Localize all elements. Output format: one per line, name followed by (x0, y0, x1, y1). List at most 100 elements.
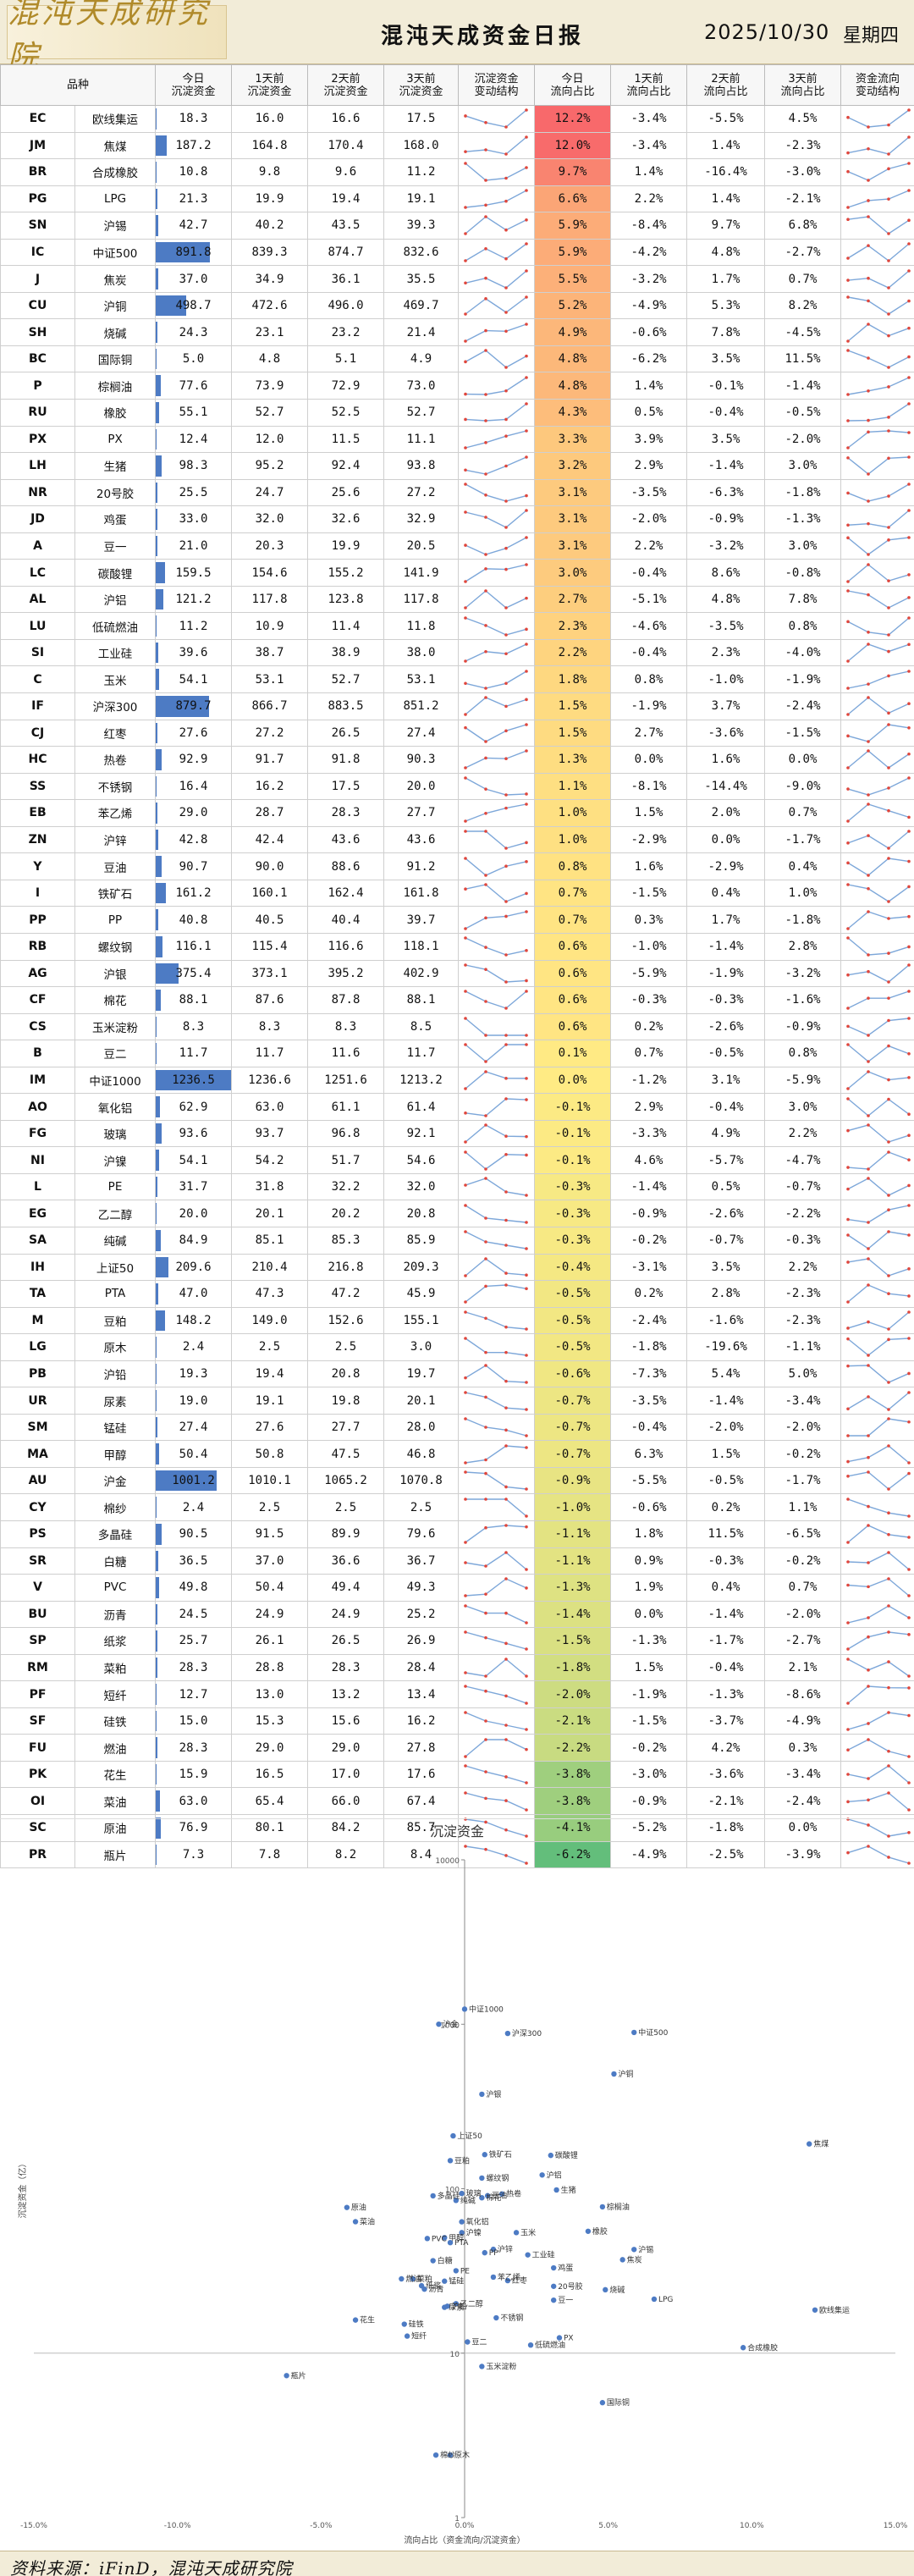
capital-today-value: 2.4 (182, 1500, 205, 1514)
flow-today: -0.7% (534, 1413, 612, 1442)
flow-today: 3.2% (534, 452, 612, 480)
product-name: PTA (74, 1280, 157, 1308)
scatter-point-label: 低硫燃油 (535, 2340, 565, 2350)
flow-2d: -0.4% (686, 1093, 766, 1121)
flow-1d: 1.8% (610, 1520, 688, 1548)
capital-2d: 40.4 (307, 906, 385, 934)
flow-trend (840, 425, 914, 454)
flow-sparkline (846, 322, 911, 343)
flow-trend (840, 452, 914, 480)
capital-sparkline (464, 1310, 528, 1331)
spark-point (907, 1157, 911, 1161)
flow-sparkline (846, 856, 911, 877)
flow-1d-value: 2.9% (634, 1100, 663, 1114)
spark-point (484, 650, 487, 654)
table-row: AO 氧化铝 62.9 63.0 61.1 61.4 -0.1% 2.9% -0.4% 3.0% (0, 1093, 914, 1121)
capital-3d-value: 402.9 (403, 966, 439, 980)
table-row: PR 瓶片 7.3 7.8 8.2 8.4 -6.2% -4.9% -2.5% -3.9% (0, 1840, 914, 1869)
flow-trend (840, 158, 914, 186)
spark-point (887, 1749, 890, 1753)
spark-point (867, 1585, 870, 1589)
capital-2d: 8.2 (307, 1840, 385, 1869)
flow-trend (840, 1653, 914, 1682)
spark-point (846, 392, 850, 396)
flow-1d: 2.9% (610, 452, 688, 480)
capital-bar (156, 1710, 157, 1732)
capital-1d: 32.0 (231, 505, 309, 533)
capital-3d: 3.0 (383, 1333, 460, 1361)
product-name-value: 豆一 (103, 541, 127, 555)
capital-2d: 72.9 (307, 372, 385, 400)
table-row: I 铁矿石 161.2 160.1 162.4 161.8 0.7% -1.5% 0.4% 1.0… (0, 879, 914, 907)
capital-today-value: 39.6 (179, 646, 208, 660)
capital-sparkline (464, 1630, 528, 1652)
spark-point (504, 1325, 508, 1329)
table-row: SI 工业硅 39.6 38.7 38.9 38.0 2.2% -0.4% 2.3% -4.0% (0, 638, 914, 667)
table-row: PB 沪铅 19.3 19.4 20.8 19.7 -0.6% -7.3% 5.4% 5.0% (0, 1360, 914, 1388)
product-code-value: LH (29, 459, 47, 473)
capital-3d-value: 17.5 (406, 112, 436, 126)
capital-3d-value: 1070.8 (399, 1474, 443, 1488)
capital-sparkline (464, 1417, 528, 1437)
capital-1d: 85.1 (231, 1226, 309, 1255)
scatter-point-label: 上证50 (457, 2132, 482, 2141)
spark-point (525, 749, 528, 753)
capital-today: 98.3 (155, 452, 233, 480)
capital-today-value: 116.1 (175, 940, 212, 954)
spark-point (484, 1034, 487, 1037)
flow-today-value: 0.6% (558, 966, 587, 980)
table-row: SR 白糖 36.5 37.0 36.6 36.7 -1.1% 0.9% -0.3% -0.2% (0, 1547, 914, 1575)
capital-today-value: 42.8 (179, 833, 208, 847)
capital-sparkline (464, 1470, 528, 1491)
capital-1d: 24.9 (231, 1600, 309, 1629)
spark-line (465, 1605, 527, 1624)
spark-point (846, 861, 850, 864)
spark-point (504, 1443, 508, 1448)
flow-today: -2.1% (534, 1707, 612, 1735)
capital-bar (156, 1229, 162, 1251)
spark-point (907, 1460, 911, 1465)
spark-point (464, 579, 467, 583)
capital-3d-value: 19.1 (406, 191, 436, 206)
flow-today: 4.8% (534, 345, 612, 373)
flow-trend (840, 318, 914, 346)
scatter-point (651, 2296, 658, 2303)
capital-1d: 52.7 (231, 399, 309, 427)
spark-point (907, 1017, 911, 1020)
table-row: JD 鸡蛋 33.0 32.0 32.6 32.9 3.1% -2.0% -0.9% -1.3% (0, 505, 914, 533)
capital-2d: 38.9 (307, 638, 385, 667)
spark-point (464, 1460, 467, 1465)
spark-line (847, 377, 910, 395)
scatter-point (556, 2335, 563, 2341)
flow-today-value: 1.1% (558, 779, 587, 793)
product-code-value: AU (28, 1474, 47, 1488)
column-header: 3天前 沉淀资金 (383, 64, 460, 106)
capital-2d-value: 23.2 (331, 325, 361, 339)
capital-sparkline (464, 536, 528, 556)
flow-1d-value: -6.2% (630, 352, 667, 367)
spark-point (464, 1754, 467, 1758)
scatter-point (284, 2373, 289, 2379)
flow-2d-value: 5.4% (711, 1366, 741, 1381)
spark-point (504, 389, 508, 393)
spark-point (867, 244, 870, 247)
flow-2d-value: 7.8% (711, 325, 741, 339)
flow-2d: -0.5% (686, 1040, 766, 1067)
product-code: HC (0, 746, 75, 774)
flow-today-value: 6.6% (558, 191, 587, 206)
capital-1d-value: 13.0 (255, 1687, 284, 1702)
flow-today-value: -0.1% (554, 1127, 591, 1141)
capital-bar (156, 1737, 158, 1758)
product-name: 玉米淀粉 (74, 1012, 157, 1041)
flow-sparkline (846, 1150, 911, 1171)
capital-3d-value: 8.5 (410, 1019, 432, 1034)
spark-point (867, 1560, 870, 1564)
flow-trend (840, 1413, 914, 1442)
spark-point (907, 455, 911, 460)
spark-point (887, 384, 890, 389)
capital-1d-value: 16.2 (255, 779, 284, 793)
capital-2d-value: 155.2 (328, 565, 364, 580)
capital-2d-value: 17.0 (331, 1768, 361, 1782)
capital-2d: 123.8 (307, 585, 385, 614)
product-code-value: CU (28, 299, 47, 313)
